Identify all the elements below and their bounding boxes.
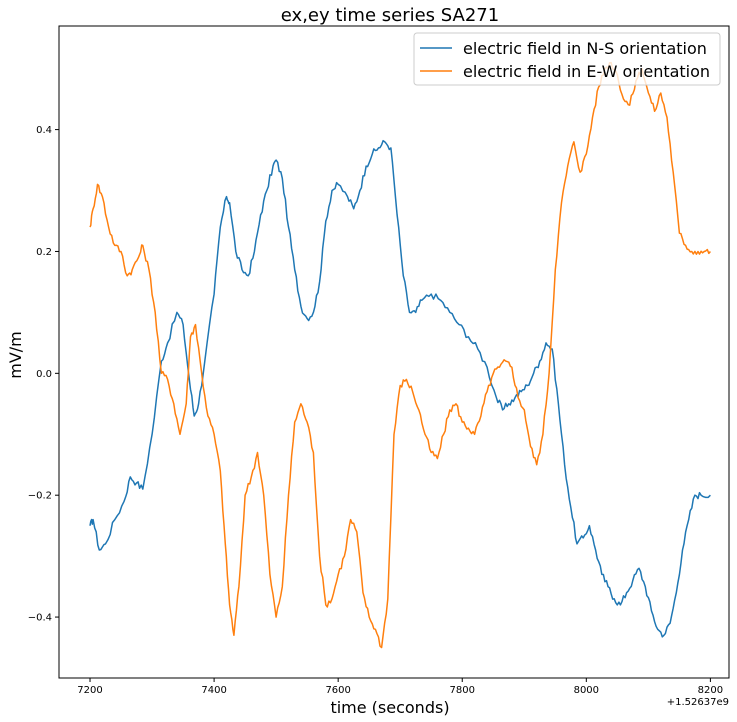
legend-label: electric field in N-S orientation	[463, 39, 707, 58]
x-tick-label: 7600	[325, 685, 350, 696]
x-axis: 7200 7400 7600 7800 8000 8200	[77, 678, 723, 696]
legend-box	[413, 32, 721, 86]
legend-label: electric field in E-W orientation	[463, 62, 710, 81]
legend: electric field in N-S orientation electri…	[413, 32, 721, 86]
y-tick-label: 0.2	[36, 247, 52, 258]
y-axis: −0.4 −0.2 0.0 0.2 0.4	[28, 125, 59, 624]
y-tick-label: 0.0	[36, 369, 52, 380]
x-tick-label: 8200	[698, 685, 723, 696]
x-tick-label: 7200	[77, 685, 102, 696]
plot-area-frame	[58, 25, 730, 679]
x-offset-label: +1.52637e9	[667, 697, 729, 708]
chart-title: ex,ey time series SA271	[281, 5, 499, 26]
series-line-ns	[89, 139, 711, 638]
y-axis-label: mV/m	[6, 331, 25, 379]
x-axis-label: time (seconds)	[330, 698, 449, 717]
x-tick-label: 8000	[574, 685, 599, 696]
y-tick-label: −0.4	[28, 613, 52, 624]
y-tick-label: −0.2	[28, 491, 52, 502]
y-tick-label: 0.4	[36, 125, 52, 136]
x-tick-label: 7800	[450, 685, 475, 696]
x-tick-label: 7400	[201, 685, 226, 696]
